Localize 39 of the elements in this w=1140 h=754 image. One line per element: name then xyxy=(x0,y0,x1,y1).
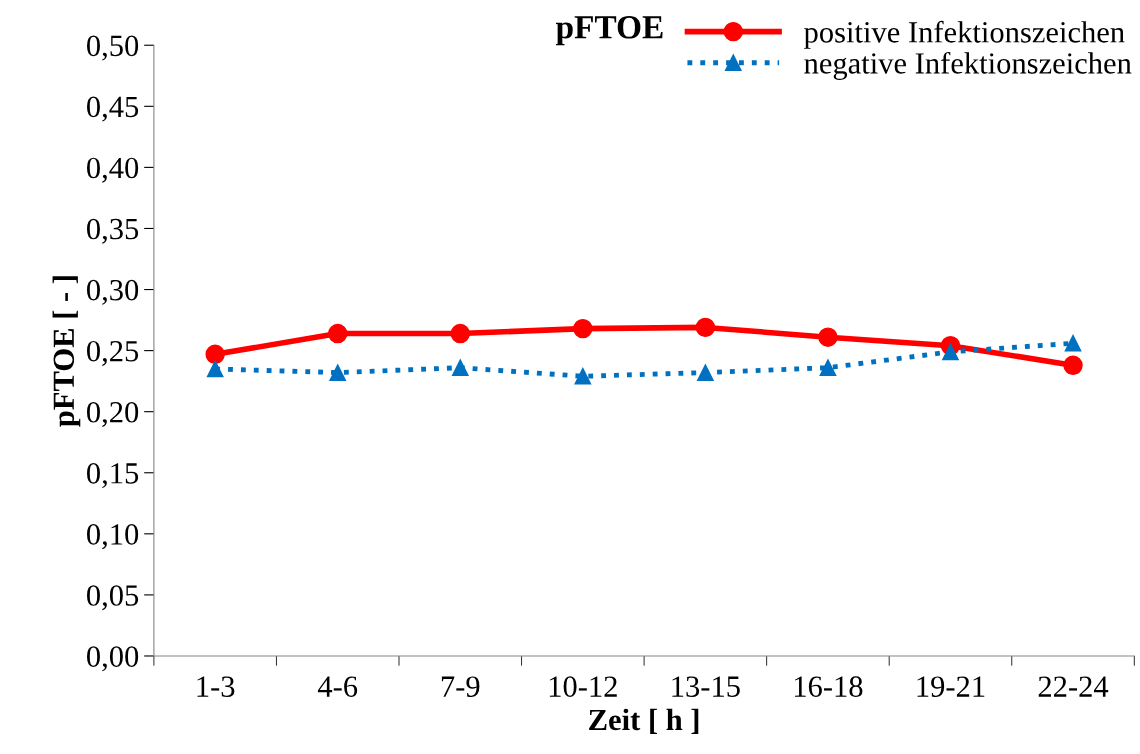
point xyxy=(1063,355,1083,375)
x-tick-label: 4-6 xyxy=(317,676,358,697)
y-tick-label: 0,05 xyxy=(87,585,139,611)
x-tick-label: 7-9 xyxy=(441,676,480,697)
point xyxy=(942,343,959,361)
point xyxy=(328,323,348,344)
chart-title: pFTOE xyxy=(555,16,663,46)
y-tick-label: 0,35 xyxy=(87,218,139,244)
y-tick-label: 0,45 xyxy=(87,96,139,122)
legend-label: positive Infektionszeichen xyxy=(804,20,1125,49)
point xyxy=(697,364,714,381)
y-tick-label: 0,15 xyxy=(87,463,139,489)
x-tick-label: 1-3 xyxy=(197,676,235,697)
x-tick-label: 10-12 xyxy=(549,676,617,697)
point xyxy=(205,344,225,364)
point xyxy=(329,364,347,381)
y-tick-label: 0,30 xyxy=(87,279,139,305)
y-tick-label: 0,10 xyxy=(87,524,139,550)
legend-label: negative Infektionszeichen xyxy=(804,51,1132,80)
point xyxy=(450,323,470,344)
x-axis-title: Zeit [ h ] xyxy=(589,708,699,734)
point xyxy=(818,327,838,347)
y-tick-label: 0,00 xyxy=(87,646,139,672)
x-tick-label: 22-24 xyxy=(1038,676,1109,697)
y-tick-label: 0,50 xyxy=(87,35,139,61)
point xyxy=(451,359,469,377)
y-tick-label: 0,20 xyxy=(87,401,139,427)
y-tick-label: 0,40 xyxy=(87,157,139,183)
point xyxy=(1064,334,1082,352)
y-axis-title: pFTOE [ - ] xyxy=(52,276,81,427)
y-tick-label: 0,25 xyxy=(87,340,139,366)
x-tick-label: 19-21 xyxy=(917,676,985,697)
point xyxy=(206,360,224,378)
point xyxy=(574,367,592,385)
x-tick-label: 16-18 xyxy=(794,676,863,697)
point xyxy=(695,317,716,338)
point xyxy=(573,318,593,339)
x-tick-label: 13-15 xyxy=(672,676,740,697)
point xyxy=(819,359,837,377)
